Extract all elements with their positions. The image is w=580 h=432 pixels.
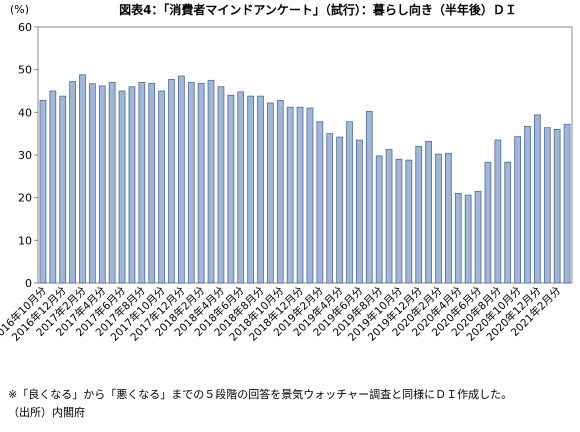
bar — [247, 95, 254, 284]
bar — [365, 111, 373, 284]
bar — [237, 91, 245, 284]
bar — [138, 82, 146, 284]
bar — [356, 139, 363, 284]
bar — [346, 121, 353, 284]
bar — [98, 85, 106, 284]
bar — [257, 95, 264, 284]
bar — [405, 159, 413, 284]
bar — [267, 102, 274, 284]
bar — [514, 136, 521, 284]
bar — [395, 158, 403, 284]
bar — [79, 74, 86, 284]
bar — [454, 192, 462, 284]
bar — [484, 161, 492, 284]
bar — [69, 81, 76, 284]
plot-area — [37, 26, 573, 284]
y-tick-label: 20 — [18, 192, 32, 205]
bar — [494, 139, 502, 284]
bar — [385, 149, 393, 284]
bar — [553, 128, 561, 284]
bar — [89, 83, 96, 284]
bar — [108, 82, 116, 284]
y-tick-label: 40 — [18, 106, 32, 119]
bar — [563, 123, 571, 284]
bar — [336, 136, 343, 284]
bar — [286, 106, 294, 284]
chart-title: 図表4：「消費者マインドアンケート」（試行）：暮らし向き（半年後）ＤＩ — [119, 2, 517, 17]
bar — [276, 99, 284, 284]
y-axis-label: (%) — [10, 3, 29, 16]
bar — [296, 106, 304, 284]
bar — [524, 126, 531, 284]
bar — [415, 146, 423, 284]
bar — [445, 152, 452, 284]
bar — [197, 82, 205, 284]
bar — [217, 86, 225, 284]
bar — [464, 194, 472, 284]
bar — [375, 155, 383, 284]
bar — [39, 99, 47, 284]
bar — [435, 153, 442, 284]
bar — [49, 90, 57, 284]
note: ※「良くなる」から「悪くなる」までの５段階の回答を景気ウォッチャー調査と同様にＤ… — [8, 387, 512, 401]
y-tick-label: 0 — [25, 277, 32, 290]
bar — [534, 114, 541, 284]
bar — [474, 190, 482, 284]
bar — [128, 86, 136, 284]
bar — [316, 121, 324, 284]
bar — [118, 90, 126, 284]
bar — [59, 95, 67, 284]
bar — [227, 94, 235, 284]
source: （出所）内閣府 — [8, 405, 85, 419]
y-tick-label: 50 — [18, 64, 32, 77]
bar — [306, 107, 314, 284]
bar — [504, 161, 512, 284]
y-tick-label: 30 — [18, 149, 32, 162]
y-tick-label: 60 — [18, 21, 32, 34]
bar — [207, 79, 215, 284]
bar — [178, 75, 185, 284]
bar — [326, 133, 334, 284]
bar — [187, 82, 195, 284]
bar — [543, 127, 551, 284]
bar — [168, 79, 175, 284]
bar — [425, 140, 432, 284]
bar — [148, 82, 156, 284]
bar — [158, 90, 165, 284]
y-tick-label: 10 — [18, 234, 32, 247]
